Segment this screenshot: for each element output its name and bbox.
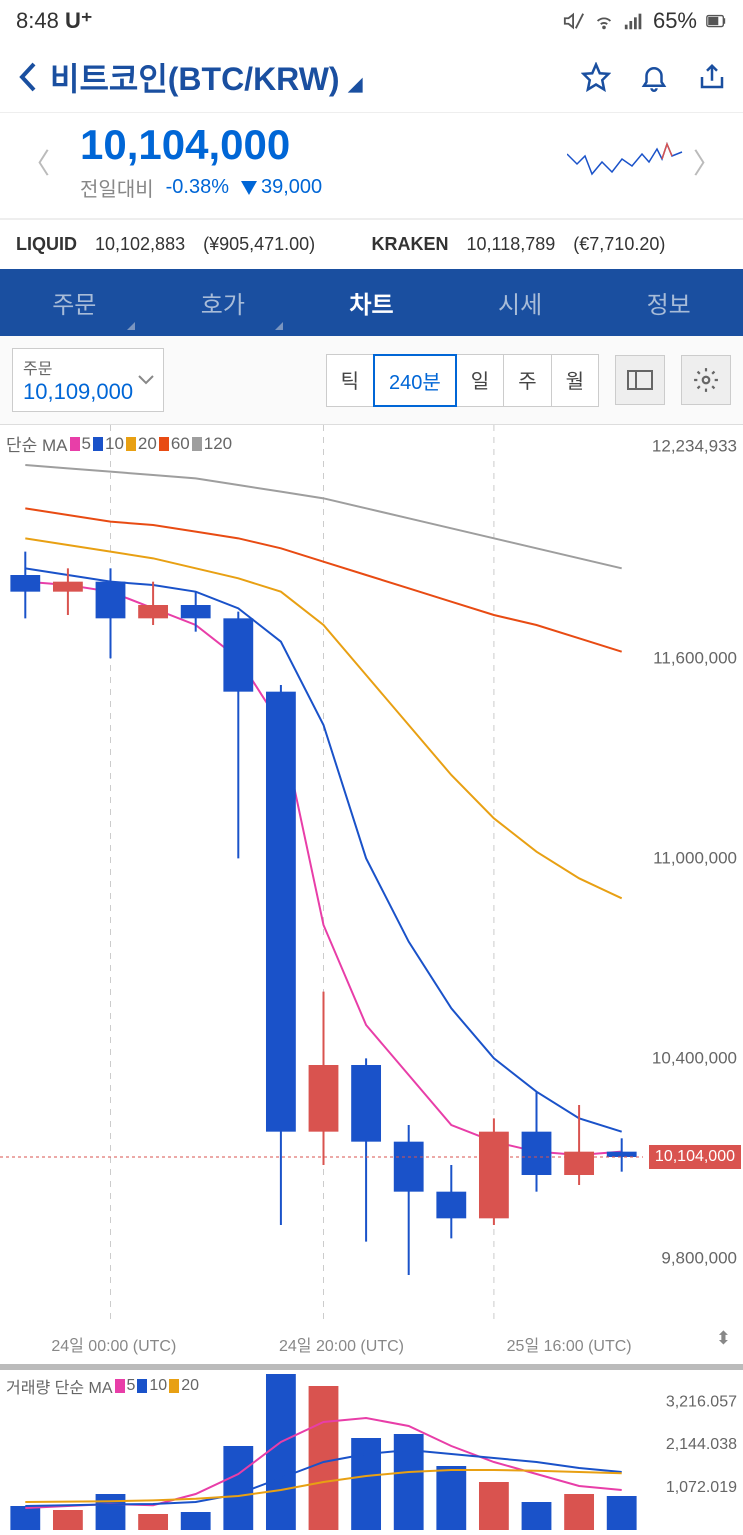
exchange-item: LIQUID 10,102,883 (¥905,471.00) xyxy=(16,234,372,255)
tab-차트[interactable]: 차트 xyxy=(297,269,446,336)
share-icon[interactable] xyxy=(697,62,727,92)
xaxis-drag-icon[interactable]: ⬍ xyxy=(716,1328,731,1349)
timeframe-240분[interactable]: 240분 xyxy=(373,354,457,407)
timeframe-일[interactable]: 일 xyxy=(456,354,504,407)
change-label: 전일대비 xyxy=(80,173,154,202)
change-pct: -0.38% xyxy=(166,176,229,199)
order-price: 10,109,000 xyxy=(23,379,133,405)
chart-canvas: 12,234,933 11,600,000 11,000,000 10,400,000… xyxy=(0,425,743,1324)
mini-sparkline xyxy=(567,134,687,190)
svg-text:3,216.057: 3,216.057 xyxy=(666,1393,737,1410)
battery-pct: 65% xyxy=(653,8,697,34)
exchange-native: (¥905,471.00) xyxy=(203,234,315,255)
layout-icon xyxy=(627,370,653,390)
ma-legend: 단순 MA5102060120 xyxy=(6,431,232,456)
svg-text:11,600,000: 11,600,000 xyxy=(653,648,737,667)
down-triangle-icon xyxy=(241,181,257,195)
header: 비트코인(BTC/KRW) ◢ xyxy=(0,42,743,113)
svg-text:1,072.019: 1,072.019 xyxy=(666,1479,737,1496)
star-icon[interactable] xyxy=(581,62,611,92)
candlestick-chart[interactable]: 단순 MA5102060120 12,234,933 11,600,000 11,0… xyxy=(0,424,743,1324)
timeframe-주[interactable]: 주 xyxy=(503,354,551,407)
xaxis-label: 24일 20:00 (UTC) xyxy=(279,1332,404,1356)
page-title: 비트코인(BTC/KRW) ◢ xyxy=(50,54,569,100)
order-label: 주문 xyxy=(23,355,133,379)
next-asset-icon[interactable]: 〉 xyxy=(687,142,727,182)
price-change: 전일대비 -0.38% 39,000 xyxy=(80,173,567,202)
chart-xaxis: 24일 00:00 (UTC) 24일 20:00 (UTC) 25일 16:00 … xyxy=(0,1324,743,1370)
xaxis-label: 24일 00:00 (UTC) xyxy=(51,1332,176,1356)
chevron-down-icon xyxy=(137,374,155,386)
header-actions xyxy=(581,62,727,92)
tab-호가[interactable]: 호가 xyxy=(149,269,298,336)
svg-text:11,000,000: 11,000,000 xyxy=(653,848,737,867)
layout-toggle-button[interactable] xyxy=(615,355,665,405)
timeframe-월[interactable]: 월 xyxy=(551,354,599,407)
exchange-item: KRAKEN 10,118,789 (€7,710.20) xyxy=(372,234,728,255)
svg-text:12,234,933: 12,234,933 xyxy=(652,437,737,456)
svg-text:9,800,000: 9,800,000 xyxy=(661,1248,737,1267)
prev-asset-icon[interactable]: 〈 xyxy=(16,142,56,182)
settings-button[interactable] xyxy=(681,355,731,405)
timeframe-틱[interactable]: 틱 xyxy=(326,354,374,407)
status-left: 8:48 U⁺ xyxy=(16,8,92,34)
main-tabs: 주문호가차트시세정보 xyxy=(0,269,743,336)
exchange-price: 10,102,883 xyxy=(95,234,185,255)
tab-시세[interactable]: 시세 xyxy=(446,269,595,336)
gear-icon xyxy=(693,367,719,393)
current-price: 10,104,000 xyxy=(80,121,567,169)
svg-text:2,144.038: 2,144.038 xyxy=(666,1436,737,1453)
exchange-native: (€7,710.20) xyxy=(573,234,665,255)
tab-정보[interactable]: 정보 xyxy=(594,269,743,336)
timeframe-selector: 틱240분일주월 xyxy=(327,354,599,407)
bell-icon[interactable] xyxy=(639,62,669,92)
chart-toolbar: 주문 10,109,000 틱240분일주월 xyxy=(0,336,743,424)
status-time: 8:48 xyxy=(16,8,59,33)
back-icon[interactable] xyxy=(16,60,38,94)
volume-legend: 거래량 단순 MA51020 xyxy=(6,1374,199,1398)
status-carrier: U⁺ xyxy=(65,8,93,33)
mute-icon xyxy=(563,10,585,32)
tab-주문[interactable]: 주문 xyxy=(0,269,149,336)
signal-icon xyxy=(623,10,645,32)
svg-text:10,400,000: 10,400,000 xyxy=(652,1048,737,1067)
change-value: 39,000 xyxy=(241,176,322,199)
order-price-selector[interactable]: 주문 10,109,000 xyxy=(12,348,164,412)
change-amount: 39,000 xyxy=(261,176,322,199)
wifi-icon xyxy=(593,10,615,32)
price-section: 〈 10,104,000 전일대비 -0.38% 39,000 〉 xyxy=(0,113,743,218)
exchange-name: LIQUID xyxy=(16,234,77,255)
price-main: 10,104,000 전일대비 -0.38% 39,000 xyxy=(56,121,567,202)
xaxis-label: 25일 16:00 (UTC) xyxy=(507,1332,632,1356)
title-dropdown-icon[interactable]: ◢ xyxy=(348,74,362,94)
volume-chart[interactable]: 거래량 단순 MA51020 3,216.057 2,144.038 1,072.0… xyxy=(0,1370,743,1530)
status-bar: 8:48 U⁺ 65% xyxy=(0,0,743,42)
status-right: 65% xyxy=(563,8,727,34)
battery-icon xyxy=(705,10,727,32)
exchange-comparison: LIQUID 10,102,883 (¥905,471.00) KRAKEN 1… xyxy=(0,218,743,269)
exchange-price: 10,118,789 xyxy=(467,234,556,255)
current-price-tag: 10,104,000 xyxy=(649,1145,741,1169)
exchange-name: KRAKEN xyxy=(372,234,449,255)
page-title-text: 비트코인(BTC/KRW) xyxy=(50,61,340,97)
